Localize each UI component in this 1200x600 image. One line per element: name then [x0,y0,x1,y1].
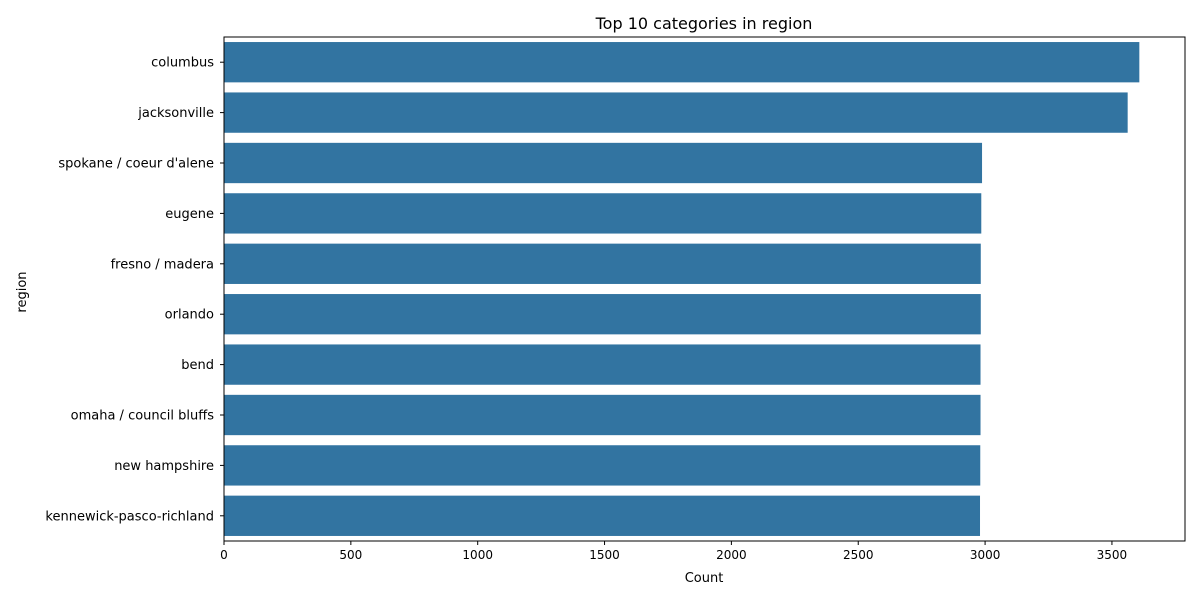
y-tick-label-7: omaha / council bluffs [71,409,215,424]
y-tick-label-2: spokane / coeur d'alene [58,157,214,172]
bar-7 [224,394,981,436]
x-tick-label-2: 1000 [462,548,493,562]
y-tick-label-8: new hampshire [114,459,214,474]
y-tick-label-4: fresno / madera [111,257,214,272]
bar-0 [224,42,1140,83]
bar-9 [224,495,981,536]
y-tick-label-6: bend [181,358,214,373]
y-axis-label: region [15,271,30,312]
y-tick-labels: columbus jacksonville spokane / coeur d'al… [45,56,224,524]
x-tick-label-0: 0 [220,548,228,562]
x-ticks: 0 500 1000 1500 2000 2500 3000 3500 [220,541,1127,562]
x-tick-label-5: 2500 [843,548,874,562]
bar-6 [224,344,981,385]
bar-5 [224,294,981,335]
bar-3 [224,193,982,234]
y-tick-label-0: columbus [151,56,214,71]
x-tick-label-4: 2000 [716,548,747,562]
x-axis-label: Count [685,571,724,586]
y-tick-label-3: eugene [165,207,214,222]
bar-4 [224,243,981,284]
x-tick-label-6: 3000 [970,548,1001,562]
bar-2 [224,142,983,184]
x-tick-label-1: 500 [339,548,362,562]
chart-title: Top 10 categories in region [595,14,813,33]
bars-group [224,42,1140,536]
x-tick-label-7: 3500 [1097,548,1128,562]
y-tick-label-1: jacksonville [137,106,214,121]
y-tick-label-9: kennewick-pasco-richland [45,509,214,524]
plot-frame [223,36,1186,542]
y-tick-label-5: orlando [165,308,214,323]
bar-8 [224,445,981,486]
x-tick-label-3: 1500 [589,548,620,562]
bar-1 [224,92,1128,133]
axes-frame [223,36,1186,542]
